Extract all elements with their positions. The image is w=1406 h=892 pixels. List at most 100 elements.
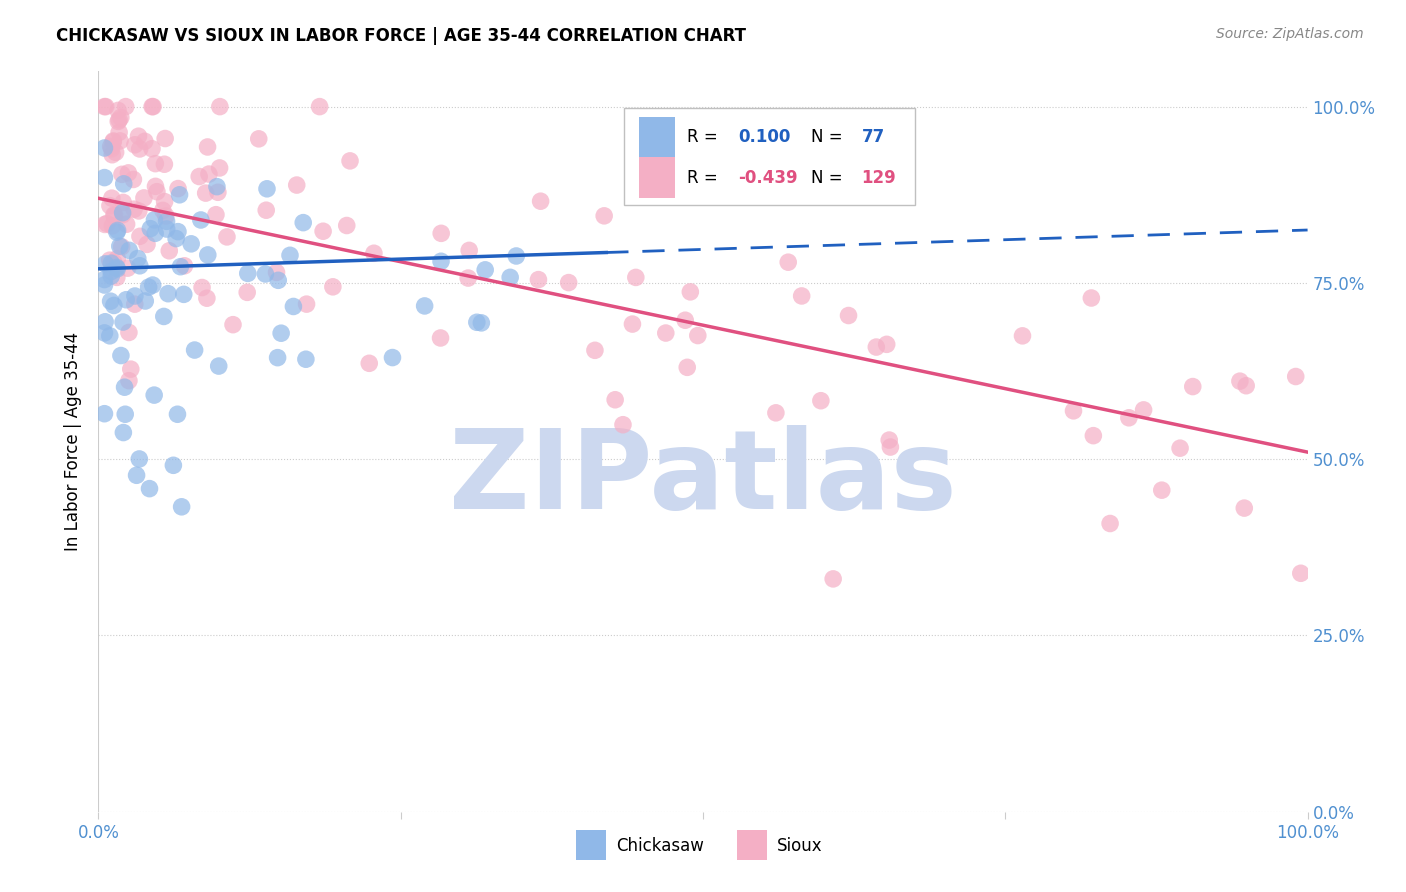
- Point: [676, 360, 699, 375]
- Point: [557, 276, 579, 290]
- Point: [98, 328, 121, 343]
- Point: [254, 267, 277, 281]
- Point: [107, 103, 129, 118]
- Point: [138, 280, 160, 294]
- Point: [165, 231, 187, 245]
- Point: [114, 380, 136, 394]
- Point: [108, 125, 131, 139]
- Point: [413, 299, 436, 313]
- Point: [474, 263, 496, 277]
- Point: [195, 291, 218, 305]
- Point: [778, 255, 800, 269]
- Point: [194, 186, 217, 200]
- Point: [254, 203, 277, 218]
- Point: [111, 167, 134, 181]
- Point: [117, 166, 139, 180]
- Point: [655, 326, 678, 340]
- Point: [247, 132, 270, 146]
- Point: [120, 362, 142, 376]
- Point: [112, 425, 135, 440]
- Point: [208, 100, 231, 114]
- Point: [593, 209, 616, 223]
- Point: [266, 351, 288, 365]
- Point: [101, 147, 124, 161]
- Point: [103, 134, 125, 148]
- Point: [621, 317, 644, 331]
- Point: [100, 294, 122, 309]
- Point: [359, 356, 381, 370]
- Point: [153, 194, 176, 209]
- Point: [153, 157, 176, 171]
- Point: [838, 309, 860, 323]
- Bar: [737, 830, 768, 860]
- Point: [136, 237, 159, 252]
- Point: [122, 172, 145, 186]
- Text: 0.100: 0.100: [738, 128, 790, 146]
- Text: Source: ZipAtlas.com: Source: ZipAtlas.com: [1216, 27, 1364, 41]
- Point: [170, 500, 193, 514]
- Point: [1168, 441, 1191, 455]
- Point: [138, 482, 160, 496]
- Point: [169, 187, 191, 202]
- Point: [124, 137, 146, 152]
- Text: 77: 77: [862, 128, 884, 146]
- Point: [1080, 291, 1102, 305]
- Point: [105, 270, 128, 285]
- Text: R =: R =: [688, 128, 723, 146]
- Point: [110, 111, 132, 125]
- Point: [118, 374, 141, 388]
- Point: [124, 289, 146, 303]
- Point: [322, 280, 344, 294]
- Point: [94, 257, 117, 271]
- Point: [429, 331, 451, 345]
- Point: [823, 572, 845, 586]
- Point: [236, 266, 259, 280]
- Point: [98, 199, 121, 213]
- Point: [117, 261, 139, 276]
- Point: [110, 349, 132, 363]
- Point: [143, 227, 166, 241]
- Point: [112, 315, 135, 329]
- Point: [93, 170, 115, 185]
- Text: N =: N =: [811, 128, 848, 146]
- Point: [283, 300, 305, 314]
- Point: [142, 100, 165, 114]
- Point: [308, 100, 330, 114]
- Point: [105, 252, 128, 266]
- Point: [128, 203, 150, 218]
- Point: [93, 100, 115, 114]
- Point: [612, 417, 634, 432]
- Point: [145, 179, 167, 194]
- Point: [879, 440, 901, 454]
- Point: [1234, 378, 1257, 392]
- Point: [132, 191, 155, 205]
- Point: [207, 186, 229, 200]
- Text: R =: R =: [688, 169, 723, 186]
- Point: [108, 134, 131, 148]
- Point: [169, 260, 191, 274]
- Point: [157, 286, 180, 301]
- Point: [103, 135, 125, 149]
- Point: [142, 278, 165, 293]
- Point: [167, 181, 190, 195]
- Point: [236, 285, 259, 300]
- Point: [100, 139, 122, 153]
- Point: [686, 328, 709, 343]
- Point: [1063, 404, 1085, 418]
- Point: [107, 114, 129, 128]
- Point: [111, 205, 134, 219]
- Point: [381, 351, 404, 365]
- Point: [457, 271, 479, 285]
- Point: [673, 313, 696, 327]
- Point: [197, 140, 219, 154]
- Point: [1233, 501, 1256, 516]
- Bar: [576, 830, 606, 860]
- Bar: [638, 117, 675, 158]
- Point: [114, 407, 136, 421]
- Point: [285, 178, 308, 192]
- Point: [295, 297, 318, 311]
- Point: [295, 352, 318, 367]
- Point: [115, 293, 138, 307]
- Point: [1289, 566, 1312, 581]
- Point: [125, 468, 148, 483]
